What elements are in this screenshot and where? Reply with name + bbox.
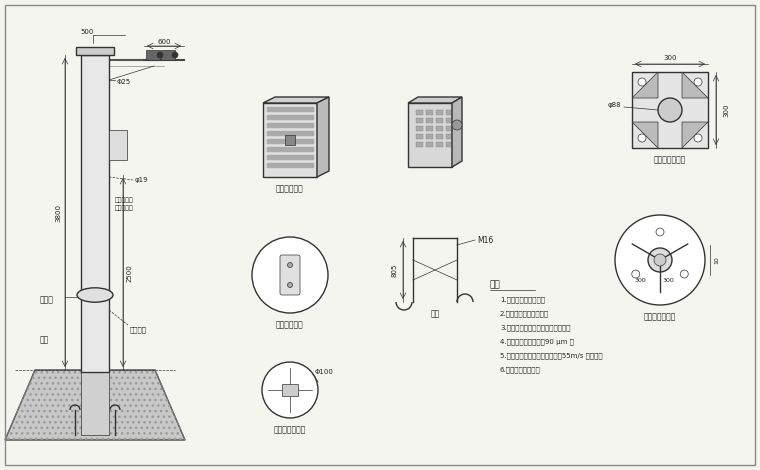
Polygon shape xyxy=(5,370,185,440)
Circle shape xyxy=(452,120,462,130)
Polygon shape xyxy=(632,72,708,148)
Polygon shape xyxy=(282,384,298,396)
Polygon shape xyxy=(408,97,462,103)
Text: 300: 300 xyxy=(634,277,646,282)
Polygon shape xyxy=(446,126,453,131)
Text: 805: 805 xyxy=(392,263,398,277)
Text: 2.上下法兰加强筋连接。: 2.上下法兰加强筋连接。 xyxy=(500,311,549,317)
Polygon shape xyxy=(317,97,329,177)
FancyBboxPatch shape xyxy=(280,255,300,295)
Text: 地笼: 地笼 xyxy=(430,310,439,319)
Text: 10: 10 xyxy=(714,256,720,264)
Polygon shape xyxy=(426,134,433,139)
Polygon shape xyxy=(263,103,317,177)
Polygon shape xyxy=(146,50,160,60)
Text: 600: 600 xyxy=(157,39,171,45)
Text: 1.主干为国标镀锌管。: 1.主干为国标镀锌管。 xyxy=(500,297,545,303)
Text: 300: 300 xyxy=(662,277,674,282)
Polygon shape xyxy=(682,72,708,98)
Polygon shape xyxy=(408,103,452,167)
Circle shape xyxy=(615,215,705,305)
Text: φ19: φ19 xyxy=(135,177,149,183)
Polygon shape xyxy=(436,134,443,139)
Text: 底座法兰放大图: 底座法兰放大图 xyxy=(644,313,676,321)
Text: 上段灰白色: 上段灰白色 xyxy=(115,197,134,203)
Polygon shape xyxy=(446,134,453,139)
Circle shape xyxy=(658,98,682,122)
Text: 桩机法兰放大图: 桩机法兰放大图 xyxy=(274,425,306,434)
Circle shape xyxy=(632,270,640,278)
Text: 底座法兰: 底座法兰 xyxy=(130,327,147,333)
Ellipse shape xyxy=(77,288,113,302)
Text: 2500: 2500 xyxy=(127,264,133,282)
Circle shape xyxy=(656,228,664,236)
Polygon shape xyxy=(446,142,453,147)
Polygon shape xyxy=(436,142,443,147)
Circle shape xyxy=(680,270,689,278)
Polygon shape xyxy=(76,47,114,55)
Polygon shape xyxy=(263,97,329,103)
Polygon shape xyxy=(682,122,708,148)
Circle shape xyxy=(648,248,672,272)
Circle shape xyxy=(287,263,293,267)
Text: 6.楼管、避雷针可拆: 6.楼管、避雷针可拆 xyxy=(500,367,541,373)
Text: M16: M16 xyxy=(477,235,493,244)
Polygon shape xyxy=(446,118,453,123)
Circle shape xyxy=(287,282,293,288)
Polygon shape xyxy=(426,118,433,123)
Polygon shape xyxy=(416,126,423,131)
Polygon shape xyxy=(452,97,462,167)
Polygon shape xyxy=(416,110,423,115)
Text: φ88: φ88 xyxy=(607,102,621,108)
Circle shape xyxy=(654,254,666,266)
Polygon shape xyxy=(632,72,658,98)
Circle shape xyxy=(157,52,163,58)
Text: 300: 300 xyxy=(723,103,729,117)
Polygon shape xyxy=(426,126,433,131)
Text: 下段银灰色: 下段银灰色 xyxy=(115,205,134,211)
Circle shape xyxy=(638,78,646,86)
Polygon shape xyxy=(632,122,658,148)
Text: 500: 500 xyxy=(81,29,93,35)
Text: Φ25: Φ25 xyxy=(117,79,131,85)
Text: 维修孔: 维修孔 xyxy=(40,296,54,305)
Circle shape xyxy=(638,134,646,142)
Polygon shape xyxy=(416,118,423,123)
Circle shape xyxy=(694,78,702,86)
Text: 底座法兰正视图: 底座法兰正视图 xyxy=(654,156,686,164)
Text: 5.立杆、横臂和其它零件应能抗55m/s 的风速。: 5.立杆、横臂和其它零件应能抗55m/s 的风速。 xyxy=(500,352,603,359)
Polygon shape xyxy=(161,50,175,60)
Circle shape xyxy=(262,362,318,418)
Polygon shape xyxy=(426,110,433,115)
Text: 维修孔放大图: 维修孔放大图 xyxy=(276,321,304,329)
Polygon shape xyxy=(426,142,433,147)
Polygon shape xyxy=(81,55,109,372)
Text: 防水箱放大图: 防水箱放大图 xyxy=(276,185,304,194)
Circle shape xyxy=(694,134,702,142)
Text: 3.喷漆后不再进行任何加工和焊接。: 3.喷漆后不再进行任何加工和焊接。 xyxy=(500,325,571,331)
Text: 地笼: 地笼 xyxy=(40,336,49,345)
Circle shape xyxy=(172,52,178,58)
Polygon shape xyxy=(81,370,109,435)
Polygon shape xyxy=(416,142,423,147)
Polygon shape xyxy=(436,126,443,131)
Text: Φ100: Φ100 xyxy=(315,369,334,375)
Polygon shape xyxy=(416,134,423,139)
Polygon shape xyxy=(285,135,295,145)
Text: 说明: 说明 xyxy=(490,281,501,290)
Text: 4.钢管镀锌锌层厚护为90 μm 。: 4.钢管镀锌锌层厚护为90 μm 。 xyxy=(500,339,574,345)
Polygon shape xyxy=(436,110,443,115)
Text: 3800: 3800 xyxy=(55,204,61,221)
Circle shape xyxy=(252,237,328,313)
Polygon shape xyxy=(109,130,127,160)
Text: 300: 300 xyxy=(663,55,676,61)
Polygon shape xyxy=(436,118,443,123)
Polygon shape xyxy=(446,110,453,115)
